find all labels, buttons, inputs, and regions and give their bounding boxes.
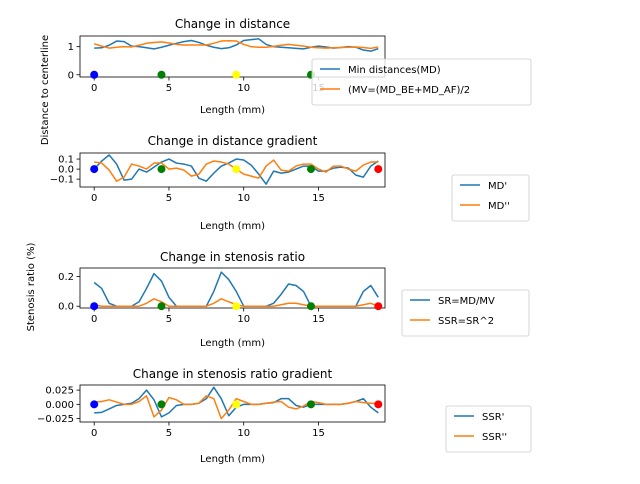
- event-marker: [306, 400, 315, 409]
- x-tick-label: 10: [237, 83, 250, 94]
- event-marker: [90, 70, 99, 79]
- legend-label: Min distances(MD): [348, 65, 441, 76]
- x-tick-label: 0: [91, 314, 97, 325]
- x-tick-label: 10: [237, 428, 250, 439]
- event-marker: [232, 165, 241, 174]
- x-tick-label: 0: [91, 83, 97, 94]
- x-axis-label: Length (mm): [200, 105, 265, 116]
- event-marker: [306, 165, 315, 174]
- x-tick-label: 5: [166, 428, 172, 439]
- series-line-orange: [93, 40, 379, 50]
- event-marker: [90, 302, 99, 311]
- x-axis-label: Length (mm): [200, 338, 265, 349]
- panel-title: Change in distance gradient: [148, 134, 318, 148]
- series-line-blue: [93, 154, 379, 185]
- legend-label: MD': [488, 181, 507, 192]
- event-marker: [90, 165, 99, 174]
- legend-label: SSR'': [482, 432, 507, 443]
- legend-label: SSR=SR^2: [438, 316, 494, 327]
- event-marker: [90, 400, 99, 409]
- event-marker: [157, 70, 166, 79]
- event-marker: [157, 165, 166, 174]
- x-axis-label: Length (mm): [200, 454, 265, 465]
- axes-frame: [79, 35, 386, 78]
- event-marker: [232, 400, 241, 409]
- y-tick-label: −0.1: [50, 175, 74, 186]
- legend-box: [311, 58, 532, 106]
- x-tick-label: 5: [166, 83, 172, 94]
- x-tick-label: 10: [237, 193, 250, 204]
- event-marker: [157, 400, 166, 409]
- y-tick-label: 0.000: [45, 400, 74, 411]
- axes-frame: [79, 152, 386, 188]
- legend-label: SR=MD/MV: [438, 296, 495, 307]
- legend-label: (MV=(MD_BE+MD_AF)/2: [348, 85, 470, 96]
- x-tick-label: 15: [312, 193, 325, 204]
- event-marker: [374, 302, 383, 311]
- legend-label: SSR': [482, 412, 504, 423]
- event-marker: [232, 302, 241, 311]
- x-tick-label: 15: [312, 314, 325, 325]
- y-tick-label: 0.1: [58, 155, 74, 166]
- axes-frame: [79, 267, 386, 309]
- event-marker: [374, 165, 383, 174]
- y-tick-label: 0.0: [58, 165, 74, 176]
- panel-title: Change in distance: [175, 17, 290, 31]
- x-tick-label: 10: [237, 314, 250, 325]
- axes-frame: [79, 384, 386, 423]
- x-tick-label: 0: [91, 428, 97, 439]
- panel-title: Change in stenosis ratio: [160, 250, 305, 264]
- y-axis-label: Stenosis ratio (%): [26, 243, 37, 332]
- x-tick-label: 0: [91, 193, 97, 204]
- event-marker: [374, 400, 383, 409]
- event-marker: [232, 70, 241, 79]
- event-marker: [306, 302, 315, 311]
- y-tick-label: 0: [68, 70, 74, 81]
- legend-box: [445, 405, 532, 453]
- legend-box: [451, 174, 530, 222]
- x-tick-label: 5: [166, 193, 172, 204]
- panel-title: Change in stenosis ratio gradient: [133, 367, 333, 381]
- y-tick-label: 1: [68, 42, 74, 53]
- legend-box: [401, 289, 530, 337]
- x-tick-label: 5: [166, 314, 172, 325]
- event-marker: [157, 302, 166, 311]
- y-tick-label: 0.025: [45, 386, 74, 397]
- x-axis-label: Length (mm): [200, 221, 265, 232]
- series-line-orange: [94, 395, 379, 420]
- series-line-blue: [93, 271, 379, 307]
- y-tick-label: 0.0: [58, 302, 74, 313]
- legend-label: MD'': [488, 201, 510, 212]
- y-axis-label: Distance to centerline: [40, 35, 51, 145]
- y-tick-label: −0.025: [37, 414, 74, 425]
- y-tick-label: 0.2: [58, 272, 74, 283]
- x-tick-label: 15: [312, 428, 325, 439]
